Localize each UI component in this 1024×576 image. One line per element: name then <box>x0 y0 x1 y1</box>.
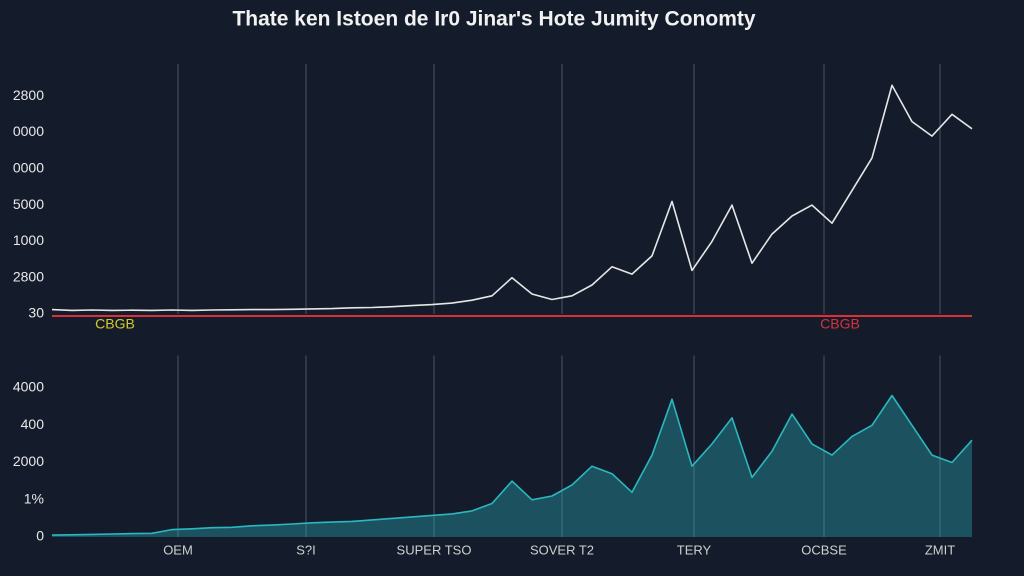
area-fill <box>52 395 972 537</box>
y-tick-label: 2000 <box>13 453 44 469</box>
line <box>51 84 973 312</box>
y-tick-label: 0000 <box>13 123 44 139</box>
chart-title: Thate ken Istoen de Ir0 Jinar's Hote Jum… <box>232 8 755 31</box>
y-tick-label: 30 <box>28 305 44 321</box>
x-tick-label: OCBSE <box>801 542 847 557</box>
y-tick-label: 4000 <box>13 379 44 395</box>
y-tick-label: 0 <box>36 528 44 544</box>
x-tick-label: ZMIT <box>925 542 955 557</box>
area-line <box>51 394 973 536</box>
y-tick-label: 400 <box>21 416 45 432</box>
x-tick-label: OEM <box>163 542 193 557</box>
y-tick-label: 2800 <box>13 268 44 284</box>
y-tick-label: 5000 <box>13 196 44 212</box>
annotation: CBGB <box>95 316 135 332</box>
y-tick-label: 1% <box>24 490 44 506</box>
annotation: CBGB <box>820 316 860 332</box>
x-tick-label: SUPER TSO <box>397 542 472 557</box>
y-tick-label: 1000 <box>13 232 44 248</box>
x-tick-label: TERY <box>677 542 712 557</box>
y-tick-label: 2800 <box>13 87 44 103</box>
y-tick-label: 0000 <box>13 159 44 175</box>
x-tick-label: S?I <box>296 542 316 557</box>
x-tick-label: SOVER T2 <box>530 542 594 557</box>
